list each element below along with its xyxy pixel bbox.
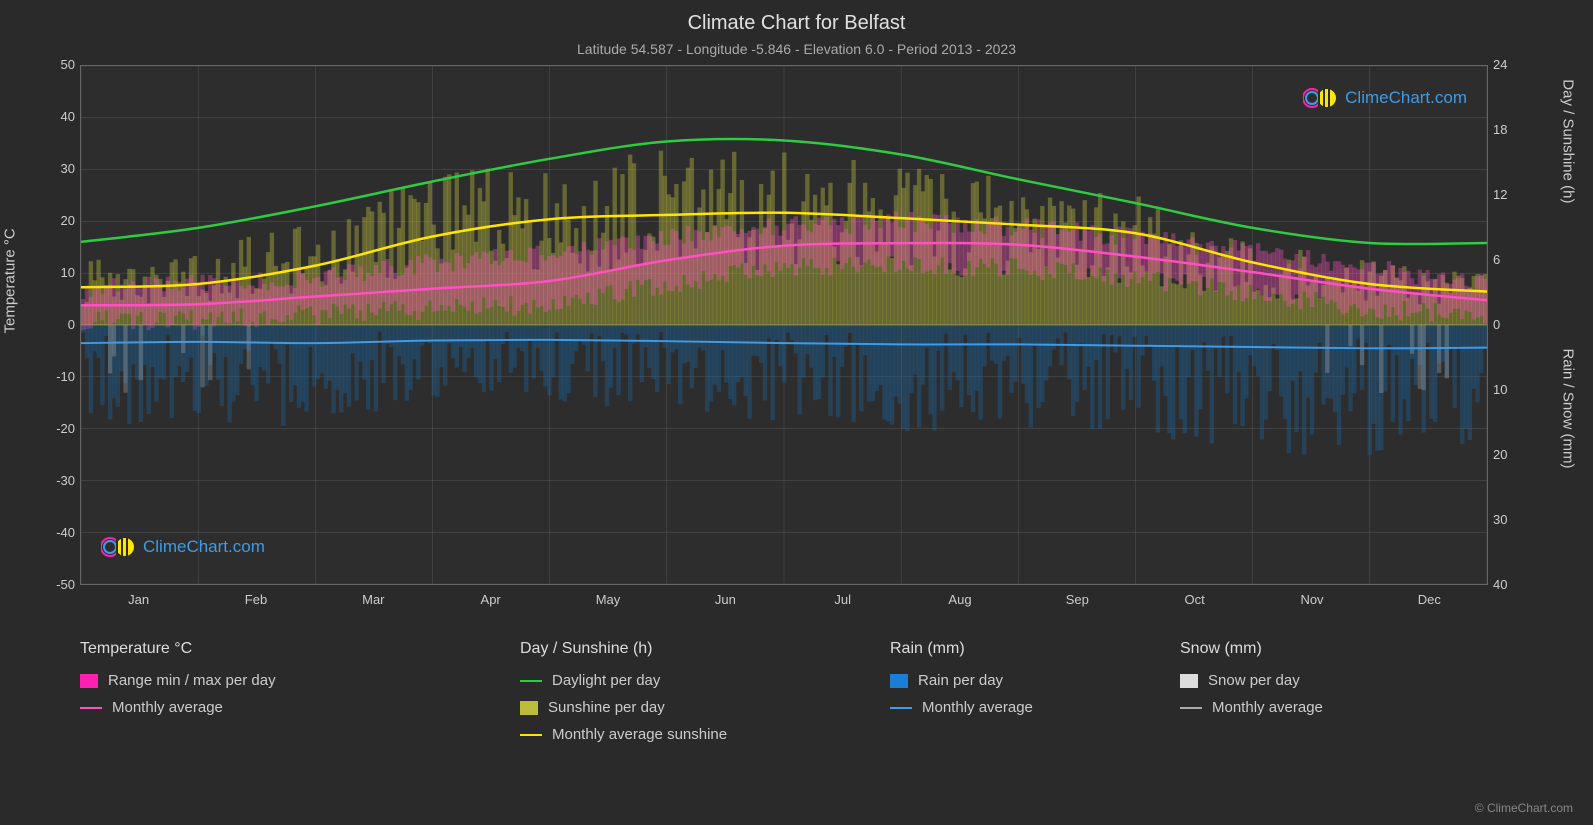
legend-label: Sunshine per day	[548, 699, 665, 716]
x-tick: Oct	[1165, 592, 1225, 607]
y-tick-right: 12	[1493, 187, 1507, 202]
y-tick-left: 30	[35, 161, 75, 176]
x-tick: Feb	[226, 592, 286, 607]
legend-item: Monthly average sunshine	[520, 726, 727, 743]
x-tick: Jul	[813, 592, 873, 607]
legend-swatch	[520, 734, 542, 736]
copyright: © ClimeChart.com	[1475, 801, 1573, 815]
legend-item: Daylight per day	[520, 672, 727, 689]
y-tick-right: 24	[1493, 57, 1507, 72]
plot-area: ClimeChart.com ClimeChart.com	[80, 65, 1488, 585]
legend-swatch	[890, 707, 912, 709]
y-tick-right: 6	[1493, 252, 1500, 267]
legend-label: Monthly average	[1212, 699, 1323, 716]
x-tick: Jan	[109, 592, 169, 607]
legend-label: Snow per day	[1208, 672, 1300, 689]
y-tick-left: -10	[35, 369, 75, 384]
x-axis: Jan Feb Mar Apr May Jun Jul Aug Sep Oct Nov Dec	[80, 590, 1488, 615]
legend-label: Range min / max per day	[108, 672, 276, 689]
legend-label: Monthly average	[922, 699, 1033, 716]
plot-svg	[81, 66, 1487, 584]
legend-title: Snow (mm)	[1180, 640, 1323, 658]
chart-subtitle: Latitude 54.587 - Longitude -5.846 - Ele…	[0, 35, 1593, 57]
climate-chart: Climate Chart for Belfast Latitude 54.58…	[0, 0, 1593, 825]
chart-title: Climate Chart for Belfast	[0, 0, 1593, 35]
y-tick-left: 50	[35, 57, 75, 72]
legend-swatch	[520, 680, 542, 682]
brand-logo-bottom: ClimeChart.com	[101, 535, 265, 559]
legend-label: Rain per day	[918, 672, 1003, 689]
legend-item: Monthly average	[1180, 699, 1323, 716]
legend-section: Day / Sunshine (h) Daylight per day Sunshi…	[520, 640, 727, 753]
legend-item: Snow per day	[1180, 672, 1323, 689]
legend-swatch	[1180, 674, 1198, 688]
x-tick: Aug	[930, 592, 990, 607]
legend-section: Rain (mm) Rain per day Monthly average	[890, 640, 1033, 726]
legend-swatch	[520, 701, 538, 715]
legend-label: Monthly average sunshine	[552, 726, 727, 743]
x-tick: Sep	[1047, 592, 1107, 607]
y-axis-right: 0612182410203040	[1488, 65, 1528, 585]
brand-text: ClimeChart.com	[1345, 88, 1467, 108]
x-tick: Dec	[1399, 592, 1459, 607]
legend-item: Range min / max per day	[80, 672, 276, 689]
brand-icon	[101, 535, 137, 559]
legend-item: Monthly average	[80, 699, 276, 716]
legend-swatch	[1180, 707, 1202, 709]
x-tick: May	[578, 592, 638, 607]
y-tick-right: 0	[1493, 317, 1500, 332]
y-tick-right: 30	[1493, 512, 1507, 527]
legend-title: Rain (mm)	[890, 640, 1033, 658]
y-tick-left: 40	[35, 109, 75, 124]
legend-label: Monthly average	[112, 699, 223, 716]
x-tick: Nov	[1282, 592, 1342, 607]
legend-section: Temperature °C Range min / max per day Mon…	[80, 640, 276, 726]
legend-title: Day / Sunshine (h)	[520, 640, 727, 658]
x-tick: Apr	[461, 592, 521, 607]
brand-text: ClimeChart.com	[143, 537, 265, 557]
legend-title: Temperature °C	[80, 640, 276, 658]
y-tick-left: -20	[35, 421, 75, 436]
y-tick-left: 10	[35, 265, 75, 280]
legend-section: Snow (mm) Snow per day Monthly average	[1180, 640, 1323, 726]
y-tick-right: 40	[1493, 577, 1507, 592]
legend-item: Rain per day	[890, 672, 1033, 689]
y-tick-right: 10	[1493, 382, 1507, 397]
y-axis-right-bottom-label: Rain / Snow (mm)	[1560, 348, 1577, 468]
y-tick-left: -50	[35, 577, 75, 592]
y-tick-left: 20	[35, 213, 75, 228]
y-tick-right: 20	[1493, 447, 1507, 462]
legend-item: Sunshine per day	[520, 699, 727, 716]
legend-swatch	[890, 674, 908, 688]
y-axis-left: -50-40-30-20-1001020304050	[35, 65, 80, 585]
y-axis-right-top-label: Day / Sunshine (h)	[1560, 79, 1577, 203]
y-tick-left: 0	[35, 317, 75, 332]
y-axis-left-label: Temperature °C	[2, 228, 19, 333]
legend-item: Monthly average	[890, 699, 1033, 716]
legend-swatch	[80, 674, 98, 688]
y-tick-left: -40	[35, 525, 75, 540]
legend-label: Daylight per day	[552, 672, 660, 689]
brand-logo-top: ClimeChart.com	[1303, 86, 1467, 110]
brand-icon	[1303, 86, 1339, 110]
y-tick-left: -30	[35, 473, 75, 488]
x-tick: Jun	[695, 592, 755, 607]
x-tick: Mar	[343, 592, 403, 607]
y-tick-right: 18	[1493, 122, 1507, 137]
legend-swatch	[80, 707, 102, 709]
